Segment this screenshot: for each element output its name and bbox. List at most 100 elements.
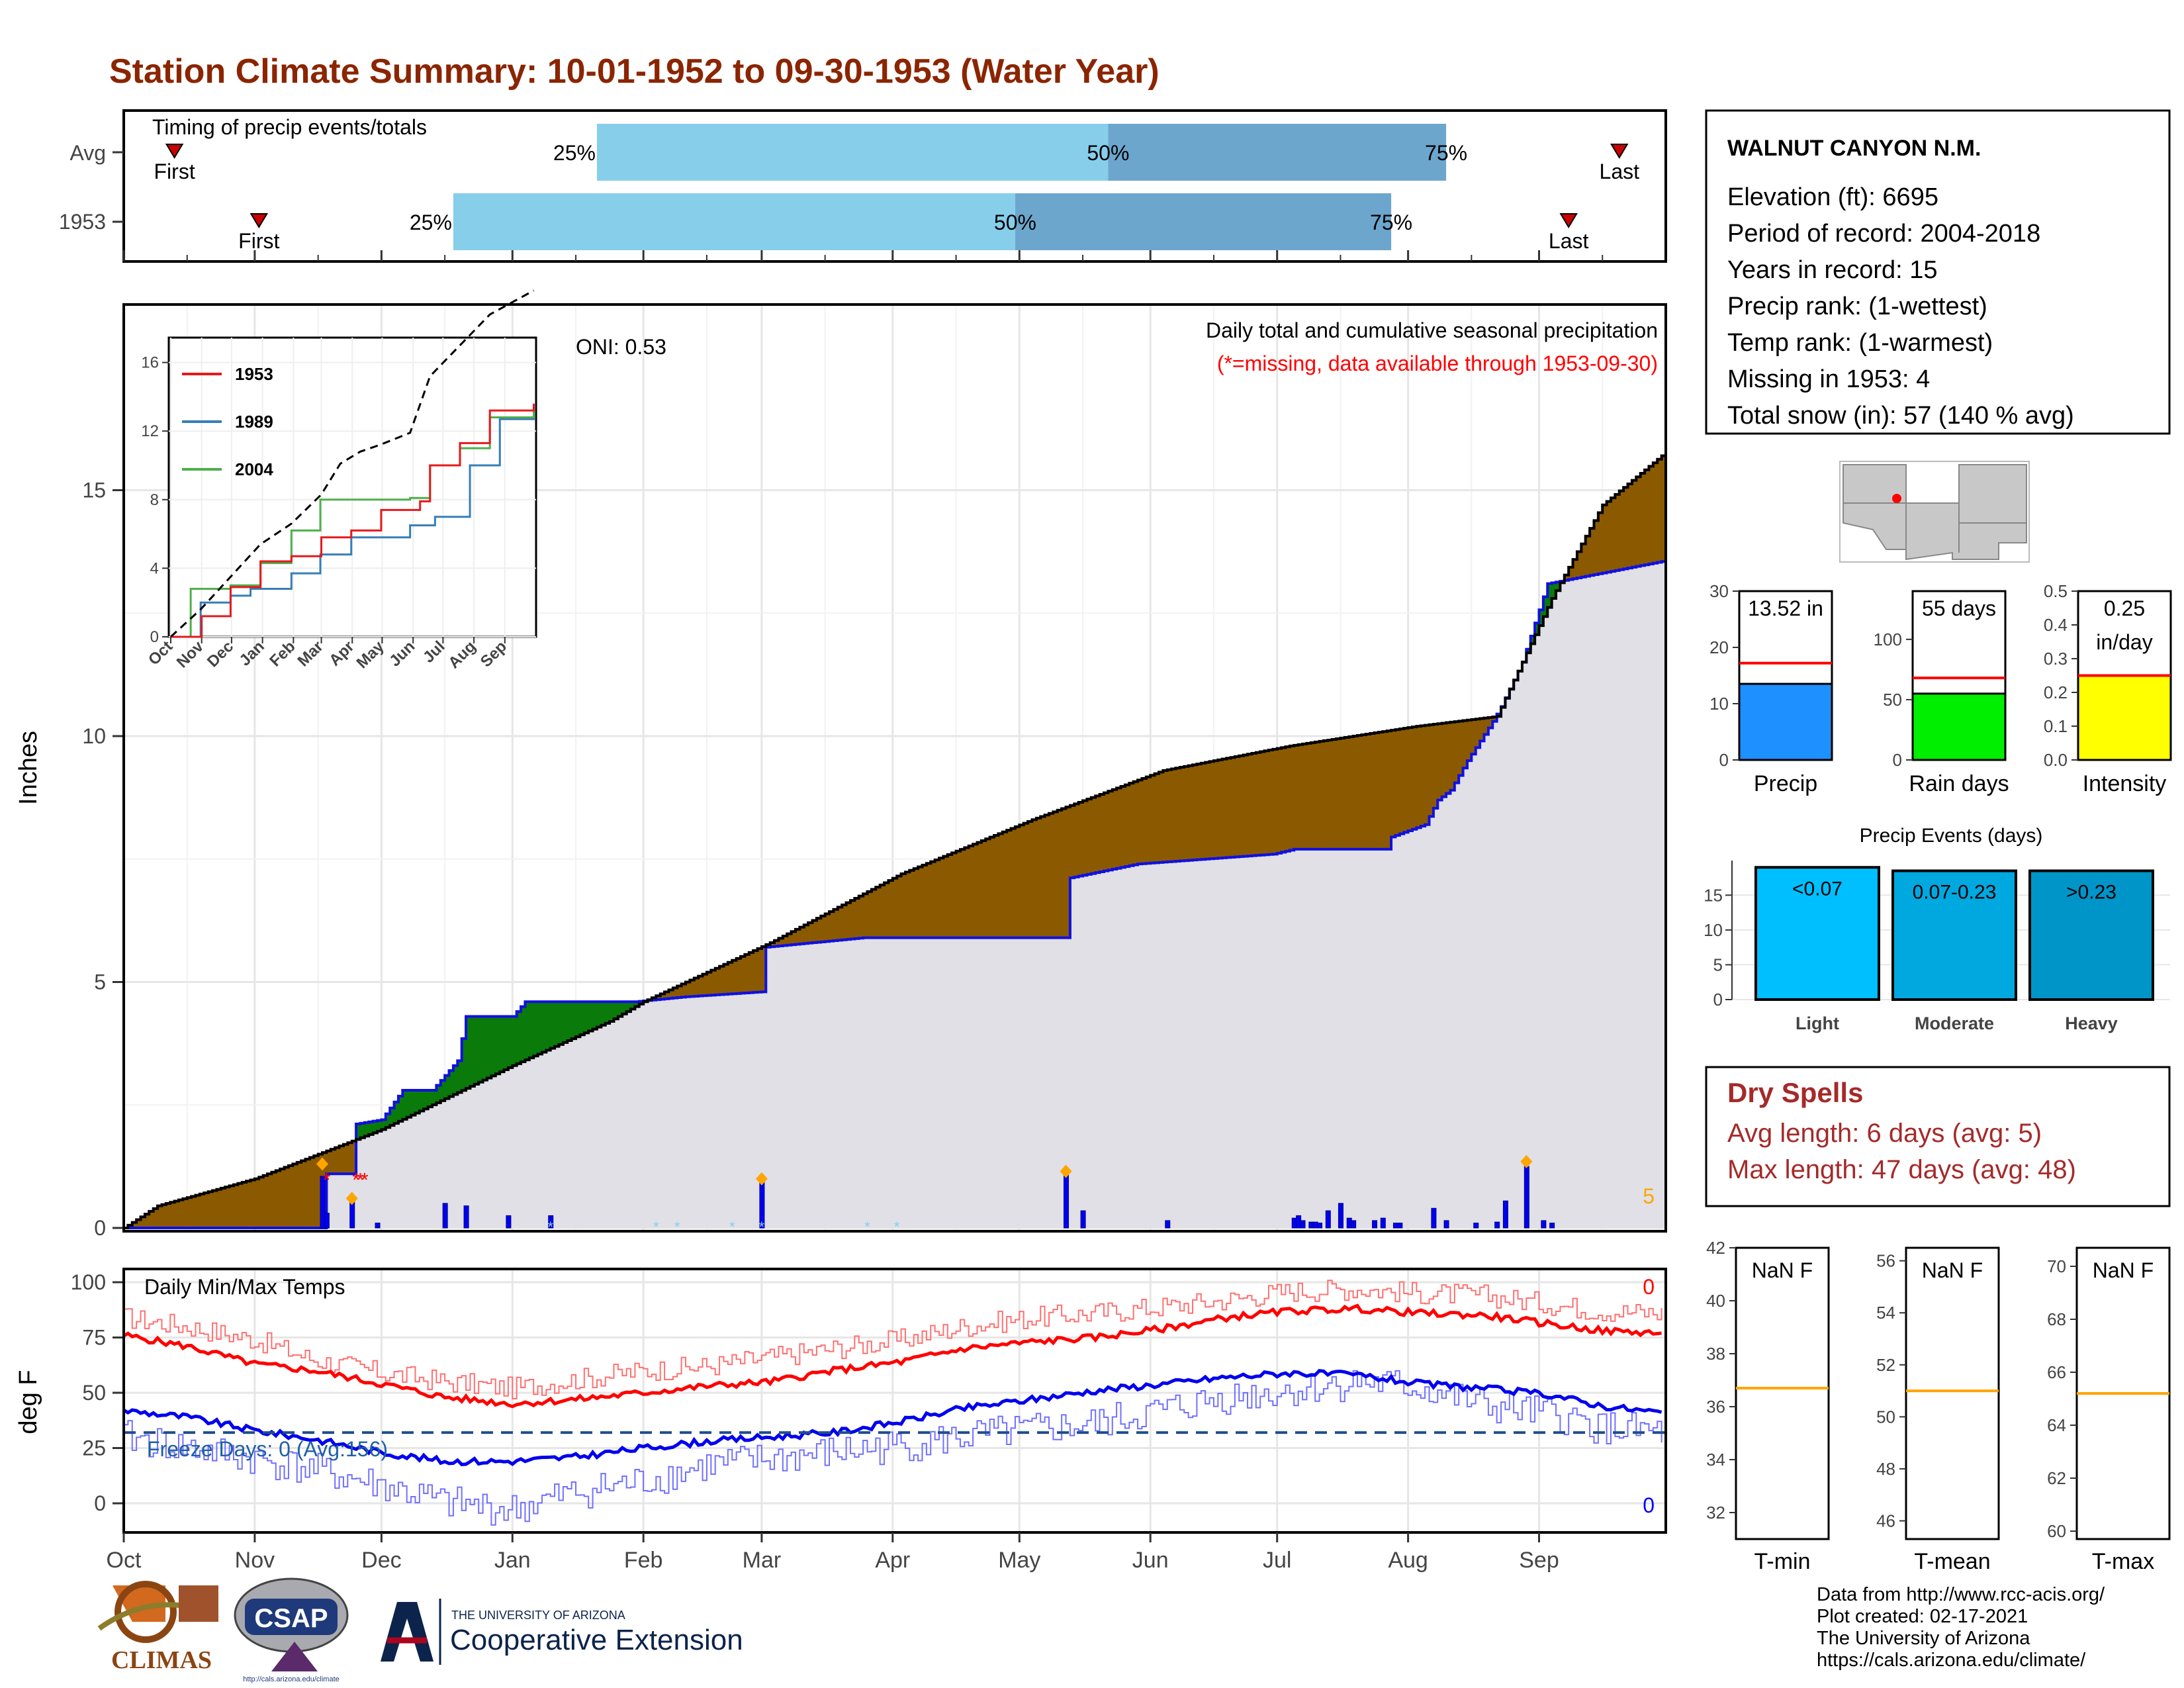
deficit-fill: [128, 1225, 133, 1228]
surplus-fill: [491, 1016, 496, 1076]
daily-precip-bar: [1443, 1220, 1449, 1229]
surplus-fill: [415, 1090, 420, 1113]
daily-precip-bar: [349, 1200, 355, 1229]
surplus-fill: [424, 1090, 429, 1109]
surplus-fill: [369, 1121, 374, 1135]
deficit-fill: [939, 858, 944, 938]
deficit-fill: [968, 845, 974, 938]
surplus-fill: [411, 1090, 416, 1115]
temp-box-tick-label: 66: [2047, 1362, 2066, 1382]
last-label: Last: [1600, 160, 1640, 183]
deficit-fill: [947, 855, 952, 938]
deficit-fill: [719, 966, 725, 995]
surplus-fill: [521, 1006, 526, 1062]
deficit-fill: [1569, 567, 1574, 580]
deficit-fill: [668, 990, 674, 999]
deficit-fill: [1146, 776, 1151, 864]
temp-box-tick-label: 60: [2047, 1521, 2066, 1541]
gauge-tick-label: 0: [1893, 750, 1902, 770]
surplus-fill: [508, 1016, 513, 1068]
gauge-tick-label: 0.0: [2044, 750, 2068, 770]
surplus-fill: [537, 1002, 543, 1055]
deficit-fill: [888, 880, 893, 938]
deficit-fill: [981, 840, 986, 938]
temps-frame: [122, 1268, 1667, 1534]
deficit-fill: [858, 896, 864, 939]
deficit-fill: [1349, 736, 1354, 849]
deficit-fill: [254, 1178, 259, 1228]
deficit-fill: [250, 1180, 255, 1228]
inset-ytick-label: 12: [141, 422, 159, 440]
snow-flake-marker: *: [653, 1219, 659, 1235]
deficit-fill: [1306, 743, 1312, 849]
station-detail: Temp rank: (1-warmest): [1727, 329, 1993, 357]
surplus-fill: [614, 1002, 619, 1019]
temp-box-label: T-mean: [1914, 1549, 1990, 1574]
deficit-fill: [1044, 815, 1050, 938]
temp-box-tick-label: 62: [2047, 1468, 2066, 1488]
surplus-fill: [555, 1002, 560, 1047]
surplus-fill: [622, 1002, 627, 1014]
daily-precip-bar: [1317, 1223, 1323, 1229]
daily-precip-bar: [1431, 1207, 1437, 1229]
deficit-fill: [795, 929, 800, 945]
ua-small-text: THE UNIVERSITY OF ARIZONA: [451, 1609, 625, 1622]
surplus-fill: [482, 1016, 488, 1080]
deficit-fill: [220, 1188, 226, 1228]
surplus-fill: [592, 1002, 598, 1029]
daily-precip-bar: [1351, 1220, 1357, 1229]
footer-credits: Data from http://www.rcc-acis.org/Plot c…: [1817, 1584, 2105, 1671]
deficit-fill: [884, 882, 889, 938]
events-bar-label: 0.07-0.23: [1913, 882, 1997, 904]
last-label: Last: [1549, 229, 1589, 253]
surplus-fill: [356, 1123, 361, 1140]
station-detail: Total snow (in): 57 (140 % avg): [1727, 402, 2074, 430]
deficit-fill: [1230, 757, 1236, 857]
surplus-fill: [617, 1002, 623, 1017]
month-label: Jun: [1132, 1548, 1169, 1573]
month-label: Jul: [1263, 1548, 1291, 1573]
surplus-fill: [461, 1038, 467, 1091]
surplus-fill: [576, 1002, 581, 1037]
deficit-fill: [1019, 825, 1024, 938]
daily-precip-bar: [442, 1203, 448, 1229]
deficit-fill: [1323, 740, 1328, 849]
snow-event-marker: [345, 1192, 358, 1205]
deficit-fill: [952, 853, 957, 938]
deficit-fill: [825, 914, 830, 942]
max-count-label: 0: [1643, 1275, 1655, 1299]
temp-box-tick-label: 64: [2047, 1415, 2066, 1435]
events-category-label: Moderate: [1915, 1013, 1994, 1033]
deficit-fill: [1201, 763, 1206, 860]
deficit-fill: [660, 994, 665, 1000]
deficit-fill: [677, 986, 682, 998]
deficit-fill: [183, 1198, 188, 1228]
deficit-fill: [1226, 758, 1232, 858]
deficit-fill: [1395, 729, 1400, 835]
deficit-fill: [799, 927, 805, 944]
temps-ytick-label: 50: [82, 1381, 106, 1405]
surplus-fill: [525, 1002, 530, 1060]
deficit-fill: [347, 1143, 353, 1174]
deficit-fill: [1108, 791, 1113, 870]
deficit-fill: [1383, 731, 1388, 849]
deficit-fill: [833, 909, 839, 941]
deficit-fill: [926, 863, 931, 938]
surplus-fill: [563, 1002, 568, 1043]
deficit-fill: [1007, 830, 1012, 938]
deficit-fill: [1454, 722, 1459, 783]
deficit-fill: [1446, 722, 1451, 794]
deficit-fill: [1450, 722, 1455, 790]
deficit-fill: [1441, 723, 1447, 797]
deficit-fill: [1222, 759, 1227, 858]
deficit-fill: [770, 943, 775, 947]
deficit-fill: [1243, 755, 1248, 857]
deficit-fill: [1631, 480, 1637, 567]
surplus-fill: [486, 1016, 492, 1078]
deficit-fill: [973, 844, 978, 938]
events-category-label: Heavy: [2065, 1013, 2118, 1033]
deficit-fill: [1193, 765, 1198, 861]
temp-box-frame: [1905, 1246, 2000, 1540]
deficit-fill: [1150, 775, 1156, 863]
